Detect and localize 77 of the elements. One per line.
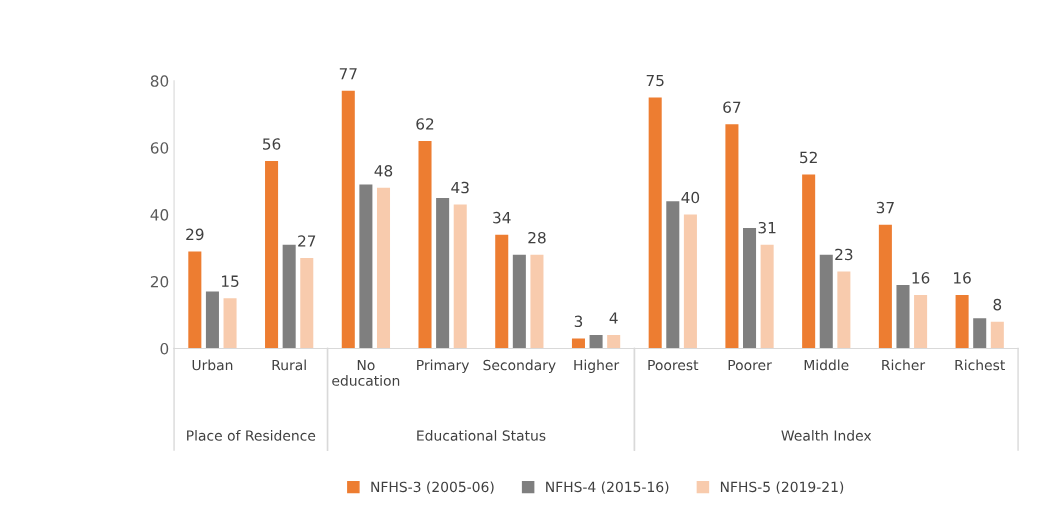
data-label: 48	[374, 165, 393, 177]
bar	[300, 258, 314, 349]
y-tick-label: 0	[160, 342, 169, 355]
data-label: 34	[493, 211, 511, 224]
x-tick-label: Primary	[417, 359, 470, 373]
data-label: 28	[528, 231, 546, 244]
y-tick-label: 60	[150, 142, 169, 154]
bar	[973, 318, 987, 349]
data-label: 16	[954, 272, 971, 284]
data-label: 77	[339, 68, 357, 80]
bar	[760, 244, 774, 349]
bar	[188, 251, 202, 349]
bar	[666, 201, 680, 349]
x-tick-label: Urban	[192, 359, 233, 371]
bar	[802, 174, 816, 349]
bar	[896, 284, 910, 349]
y-tick-label: 20	[150, 276, 169, 288]
x-tick-label: Higher	[574, 359, 620, 373]
data-label: 62	[416, 118, 434, 130]
bar	[341, 90, 355, 349]
bar	[743, 228, 757, 349]
bar	[990, 321, 1004, 349]
bar	[683, 214, 697, 349]
bar	[418, 141, 432, 349]
y-tick-label: 80	[150, 75, 169, 87]
bar	[453, 204, 467, 349]
bar	[282, 244, 296, 349]
bar	[436, 197, 450, 349]
data-label: 16	[912, 272, 930, 284]
x-tick-label: Rural	[272, 359, 306, 371]
x-tick-label: Poorer	[728, 359, 772, 371]
data-label: 52	[800, 151, 817, 164]
bar	[914, 294, 928, 349]
data-label: 31	[758, 221, 776, 234]
legend-label: NFHS-5 (2019-21)	[720, 481, 844, 494]
bar	[495, 234, 509, 349]
data-label: 56	[263, 138, 281, 150]
bar	[837, 271, 851, 349]
bar	[607, 335, 621, 349]
x-tick-label: Secondary	[483, 359, 556, 373]
bar	[205, 291, 219, 349]
bar	[589, 335, 603, 349]
x-tick-label: Richest	[955, 359, 1005, 371]
data-label: 4	[609, 312, 618, 324]
bar	[725, 124, 739, 349]
bar	[648, 97, 662, 349]
data-label: 43	[451, 181, 469, 194]
x-tick-label: No education	[332, 359, 400, 386]
bar	[265, 161, 279, 349]
legend-label: NFHS-4 (2015-16)	[546, 481, 669, 494]
data-label: 27	[298, 235, 316, 247]
data-label: 40	[681, 191, 700, 204]
y-tick-label: 40	[150, 209, 169, 221]
bar	[955, 294, 969, 349]
data-label: 75	[646, 74, 664, 87]
bar	[571, 338, 585, 349]
legend-label: NFHS-3 (2005-06)	[371, 481, 494, 494]
data-label: 3	[574, 315, 583, 328]
data-label: 23	[835, 248, 853, 261]
data-label: 67	[723, 101, 741, 113]
bar	[223, 298, 237, 349]
bar	[359, 184, 373, 349]
data-label: 37	[876, 201, 894, 214]
bar	[819, 254, 833, 349]
x-tick-label: Poorest	[648, 359, 699, 371]
data-label: 15	[222, 275, 239, 287]
bar	[878, 224, 892, 349]
text: Educational Status	[417, 430, 546, 441]
text: Place of Residence	[187, 430, 316, 441]
x-tick-label: Richer	[882, 359, 926, 371]
text: Wealth Index	[781, 430, 872, 441]
data-label: 29	[186, 228, 204, 241]
x-tick-label: Middle	[804, 359, 849, 371]
bar	[376, 187, 391, 349]
bar	[512, 254, 526, 349]
bar	[530, 254, 544, 349]
data-label: 8	[993, 298, 1002, 311]
